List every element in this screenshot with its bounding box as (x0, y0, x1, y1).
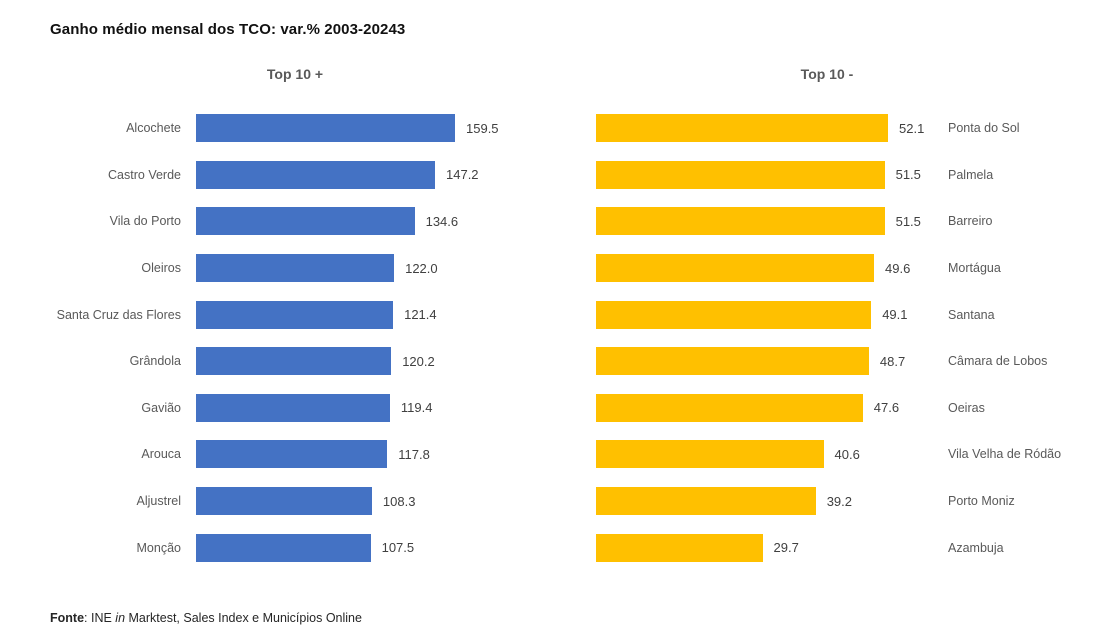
value-label: 51.5 (895, 167, 921, 183)
bar-row: Arouca 117.8 (50, 431, 560, 478)
category-label: Oleiros (141, 261, 181, 276)
bar-row: Castro Verde 147.2 (50, 152, 560, 199)
bar-row: 52.1 Ponta do Sol (596, 105, 1117, 152)
bar-row: 40.6 Vila Velha de Ródão (596, 431, 1117, 478)
top10-plus-bar-chart: Alcochete 159.5 Castro Verde 147.2 Vila do P… (50, 105, 560, 571)
chart-title: Ganho médio mensal dos TCO: var.% 2003-2… (50, 21, 406, 38)
value-label: 29.7 (773, 540, 799, 556)
bar (196, 487, 372, 516)
category-label: Alcochete (126, 121, 181, 136)
bar-row: 29.7 Azambuja (596, 524, 1117, 571)
source-text-post: Marktest, Sales Index e Municípios Onlin… (125, 611, 362, 625)
category-label: Aljustrel (136, 494, 181, 509)
source-label: Fonte (50, 611, 85, 625)
bar-row: Vila do Porto 134.6 (50, 198, 560, 245)
bar (596, 347, 869, 376)
category-label: Monção (136, 540, 181, 555)
bar (196, 393, 390, 422)
bar-row: 47.6 Oeiras (596, 385, 1117, 432)
bar (196, 440, 388, 469)
bar (596, 533, 763, 562)
source-text-italic: in (115, 611, 126, 625)
bar-row: Gavião 119.4 (50, 385, 560, 432)
value-label: 117.8 (398, 446, 430, 462)
category-label: Castro Verde (108, 167, 181, 182)
bar-row: 51.5 Palmela (596, 152, 1117, 199)
value-label: 159.5 (466, 120, 499, 136)
bar-row: 39.2 Porto Moniz (596, 478, 1117, 525)
category-label: Mortágua (948, 261, 1001, 276)
bar (596, 160, 885, 189)
category-label: Santana (948, 307, 995, 322)
value-label: 147.2 (446, 167, 479, 183)
right-chart-title: Top 10 - (800, 66, 854, 82)
value-label: 52.1 (899, 120, 925, 136)
bar-row: Monção 107.5 (50, 524, 560, 571)
category-label: Oeiras (948, 400, 985, 415)
bar (196, 533, 371, 562)
category-label: Câmara de Lobos (948, 354, 1048, 369)
bar-row: Santa Cruz das Flores 121.4 (50, 291, 560, 338)
value-label: 119.4 (400, 400, 433, 416)
bar-row: Aljustrel 108.3 (50, 478, 560, 525)
category-label: Vila Velha de Ródão (948, 447, 1062, 462)
value-label: 108.3 (382, 493, 416, 509)
value-label: 51.5 (895, 213, 921, 229)
category-label: Grândola (129, 354, 181, 369)
bar-row: 49.6 Mortágua (596, 245, 1117, 292)
value-label: 120.2 (402, 353, 435, 369)
bar (596, 300, 872, 329)
value-label: 121.4 (404, 307, 437, 323)
bar (596, 487, 816, 516)
category-label: Palmela (948, 167, 994, 182)
value-label: 48.7 (879, 353, 906, 369)
top10-minus-bar-chart: 52.1 Ponta do Sol 51.5 Palmela 51.5 Barreiro 4… (596, 105, 1117, 571)
category-label: Vila do Porto (109, 214, 181, 229)
category-label: Azambuja (948, 540, 1004, 555)
bar-row: Oleiros 122.0 (50, 245, 560, 292)
bar (196, 300, 394, 329)
bar-row: Alcochete 159.5 (50, 105, 560, 152)
category-label: Arouca (141, 447, 181, 462)
bar (196, 207, 415, 236)
bar (196, 160, 435, 189)
value-label: 39.2 (826, 493, 852, 509)
bar-row: 51.5 Barreiro (596, 198, 1117, 245)
bar-row: Grândola 120.2 (50, 338, 560, 385)
bar-row: 48.7 Câmara de Lobos (596, 338, 1117, 385)
bar (196, 347, 392, 376)
source-text-pre: : INE (84, 611, 116, 625)
bar (196, 254, 395, 283)
bar (196, 114, 455, 143)
bar (596, 207, 885, 236)
bar-row: 49.1 Santana (596, 291, 1117, 338)
category-label: Santa Cruz das Flores (56, 307, 181, 322)
bar (596, 393, 863, 422)
value-label: 47.6 (873, 400, 900, 416)
value-label: 49.6 (885, 260, 911, 276)
bar (596, 114, 888, 143)
value-label: 134.6 (425, 213, 459, 229)
value-label: 107.5 (381, 540, 415, 556)
category-label: Porto Moniz (948, 494, 1015, 509)
value-label: 122.0 (405, 260, 438, 276)
value-label: 40.6 (834, 446, 860, 462)
source-note: Fonte: INE in Marktest, Sales Index e Mu… (50, 611, 362, 625)
category-label: Ponta do Sol (948, 121, 1020, 136)
category-label: Gavião (141, 400, 181, 415)
left-chart-title: Top 10 + (266, 66, 324, 82)
bar (596, 254, 874, 283)
bar (596, 440, 824, 469)
value-label: 49.1 (882, 307, 908, 323)
category-label: Barreiro (948, 214, 993, 229)
